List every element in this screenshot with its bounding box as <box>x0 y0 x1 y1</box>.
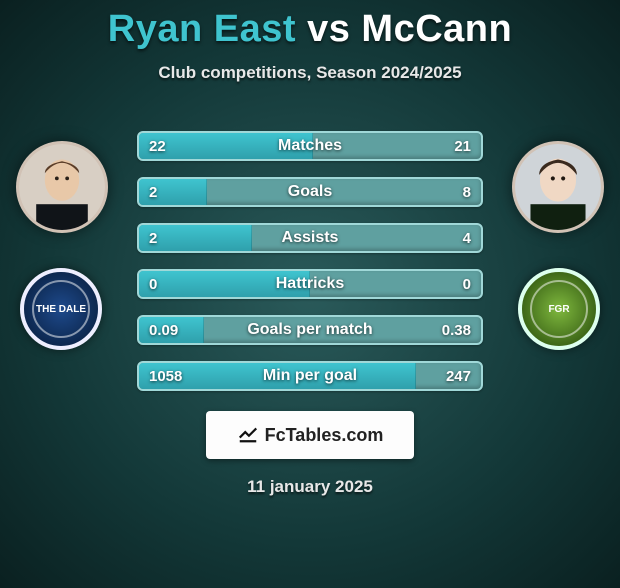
player2-club-badge: FGR <box>518 268 600 350</box>
stat-value-right: 21 <box>444 133 481 159</box>
player1-avatar <box>16 141 108 233</box>
stat-value-right: 8 <box>453 179 481 205</box>
chart-icon <box>237 422 259 449</box>
stat-label: Matches <box>139 133 481 159</box>
stat-row: 2Assists4 <box>137 223 483 253</box>
player2-name: McCann <box>361 8 512 50</box>
stat-value-right: 4 <box>453 225 481 251</box>
stat-label: Goals <box>139 179 481 205</box>
player1-name: Ryan East <box>108 8 296 50</box>
stat-row: 22Matches21 <box>137 131 483 161</box>
club-right-short: FGR <box>530 280 588 338</box>
club-left-short: THE DALE <box>32 280 90 338</box>
stat-value-right: 0.38 <box>432 317 481 343</box>
season-subtitle: Club competitions, Season 2024/2025 <box>0 63 620 83</box>
stat-label: Goals per match <box>139 317 481 343</box>
stat-label: Min per goal <box>139 363 481 389</box>
stat-value-right: 0 <box>453 271 481 297</box>
comparison-content: THE DALE FGR 22Matches21 2Goals8 2Assists4… <box>0 113 620 393</box>
vs-text: vs <box>307 8 350 50</box>
stat-bars: 22Matches21 2Goals8 2Assists4 0Hattricks0 0.… <box>137 113 483 391</box>
stat-row: 0Hattricks0 <box>137 269 483 299</box>
stat-label: Assists <box>139 225 481 251</box>
player2-avatar <box>512 141 604 233</box>
stat-label: Hattricks <box>139 271 481 297</box>
stat-row: 1058Min per goal247 <box>137 361 483 391</box>
comparison-title: Ryan East vs McCann <box>0 8 620 51</box>
player1-club-badge: THE DALE <box>20 268 102 350</box>
stat-row: 2Goals8 <box>137 177 483 207</box>
brand-text: FcTables.com <box>265 425 384 446</box>
brand-badge: FcTables.com <box>206 411 414 459</box>
snapshot-date: 11 january 2025 <box>0 477 620 497</box>
stat-row: 0.09Goals per match0.38 <box>137 315 483 345</box>
stat-value-right: 247 <box>436 363 481 389</box>
